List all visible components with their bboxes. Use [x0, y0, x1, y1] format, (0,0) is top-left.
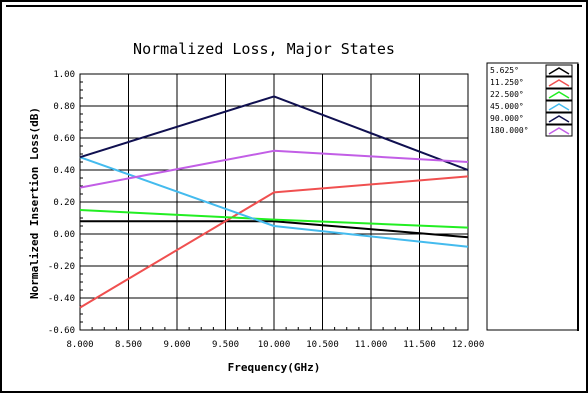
- y-tick-label: -0.20: [48, 262, 75, 272]
- series-line-6: [79, 149, 469, 189]
- x-tick-label: 12.000: [452, 340, 485, 350]
- series-lines: [79, 95, 469, 309]
- legend-label: 11.250°: [490, 78, 524, 87]
- legend-label: 180.000°: [490, 126, 529, 135]
- y-tick-label: -0.60: [48, 326, 75, 336]
- legend-label: 22.500°: [490, 90, 524, 99]
- y-tick-label: 0.60: [53, 134, 75, 144]
- legend-swatch-mark: [548, 103, 570, 111]
- legend-swatch-box: [545, 124, 573, 137]
- y-tick-label: 0.20: [53, 198, 75, 208]
- legend-swatch-box: [545, 112, 573, 125]
- y-tick-label: 0.40: [53, 166, 75, 176]
- legend-label: 45.000°: [490, 102, 524, 111]
- legend-swatch-mark: [548, 127, 570, 135]
- y-tick-label: 0.00: [53, 230, 75, 240]
- legend-swatch-mark: [548, 91, 570, 99]
- series-line-3: [79, 209, 469, 229]
- grid-lines: [79, 73, 469, 331]
- legend-items: 5.625° 11.250° 22.500° 45.000° 90.000° 180.00…: [490, 64, 573, 137]
- legend-swatch-box: [545, 64, 573, 77]
- x-axis-title: Frequency(GHz): [228, 361, 321, 374]
- y-tick-label: 1.00: [53, 70, 75, 80]
- plot-area-border: [79, 73, 469, 331]
- chart-title: Normalized Loss, Major States: [133, 40, 395, 58]
- legend-label: 5.625°: [490, 66, 519, 75]
- y-axis-title: Normalized Insertion Loss(dB): [28, 107, 41, 299]
- y-axis-ticks: -0.60 -0.40 -0.20 0.00 0.20 0.40 0.60 0.80 1.00: [48, 70, 75, 336]
- x-tick-label: 11.000: [355, 340, 388, 350]
- legend-swatch-mark: [548, 79, 570, 87]
- x-tick-label: 9.000: [163, 340, 190, 350]
- legend-label: 90.000°: [490, 114, 524, 123]
- legend-swatch-mark: [548, 67, 570, 75]
- legend-swatch-box: [545, 76, 573, 89]
- x-tick-label: 9.500: [212, 340, 239, 350]
- x-tick-label: 8.000: [66, 340, 93, 350]
- x-tick-label: 10.500: [306, 340, 339, 350]
- y-tick-label: 0.80: [53, 102, 75, 112]
- legend-swatch-mark: [548, 115, 570, 123]
- series-line-4: [79, 156, 469, 248]
- x-tick-label: 10.000: [258, 340, 291, 350]
- legend-swatch-box: [545, 88, 573, 101]
- x-axis-ticks: 8.000 8.500 9.000 9.500 10.000 10.500 11.000 11…: [66, 340, 484, 350]
- series-line-5: [79, 95, 469, 171]
- x-tick-label: 8.500: [115, 340, 142, 350]
- legend-swatch-box: [545, 100, 573, 113]
- x-tick-label: 11.500: [403, 340, 436, 350]
- y-tick-label: -0.40: [48, 294, 75, 304]
- series-line-2: [79, 175, 469, 309]
- legend: 5.625° 11.250° 22.500° 45.000° 90.000° 180.00…: [486, 62, 579, 331]
- series-line-1: [80, 220, 469, 239]
